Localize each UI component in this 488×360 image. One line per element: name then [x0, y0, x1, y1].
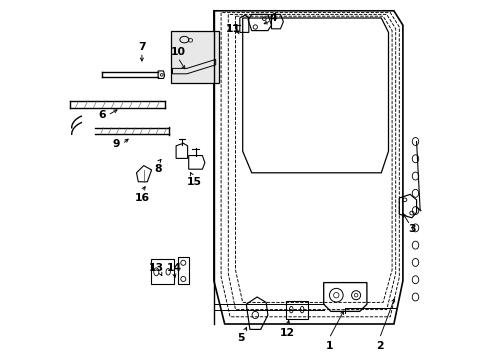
Text: 5: 5 — [237, 333, 244, 343]
Text: 6: 6 — [98, 110, 106, 120]
Text: 11: 11 — [226, 24, 241, 34]
Text: 14: 14 — [166, 263, 182, 273]
Text: 2: 2 — [375, 341, 383, 351]
Text: 1: 1 — [325, 341, 332, 351]
Text: 16: 16 — [134, 193, 149, 203]
Text: 8: 8 — [154, 164, 162, 174]
Bar — [170, 31, 219, 83]
Text: 9: 9 — [113, 139, 120, 149]
Text: 10: 10 — [170, 47, 185, 57]
Text: 3: 3 — [407, 224, 415, 234]
Text: 12: 12 — [280, 328, 295, 338]
Text: 7: 7 — [138, 42, 145, 52]
Text: 15: 15 — [186, 177, 201, 187]
Text: 4: 4 — [269, 13, 277, 23]
Text: 13: 13 — [148, 263, 163, 273]
